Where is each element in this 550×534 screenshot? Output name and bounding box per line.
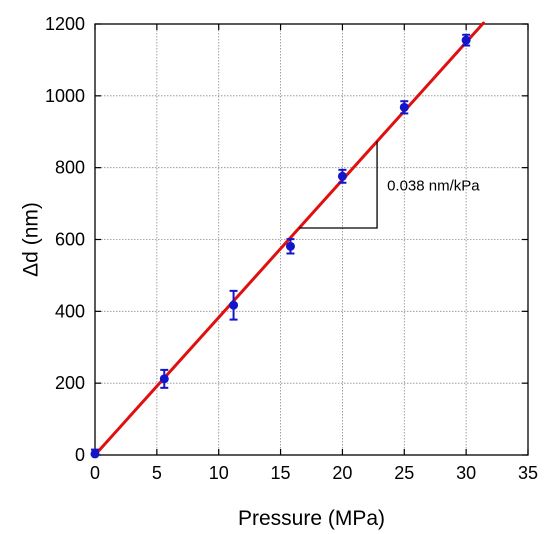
data-point bbox=[461, 33, 471, 47]
x-tick-label: 30 bbox=[456, 463, 476, 483]
point-marker bbox=[337, 171, 347, 181]
slope-triangle bbox=[299, 141, 378, 229]
data-points bbox=[90, 33, 471, 459]
data-point bbox=[90, 448, 100, 459]
data-point bbox=[399, 100, 409, 115]
point-marker bbox=[399, 102, 409, 112]
x-axis-label: Pressure (MPa) bbox=[238, 507, 385, 530]
x-tick-label: 15 bbox=[271, 463, 291, 483]
y-tick-label: 400 bbox=[55, 301, 85, 321]
y-axis-label: Δd (nm) bbox=[19, 202, 42, 277]
point-marker bbox=[159, 374, 169, 384]
data-point bbox=[229, 289, 239, 321]
y-tick-label: 200 bbox=[55, 373, 85, 393]
y-tick-label: 1000 bbox=[45, 86, 85, 106]
x-axis-ticks: 0 5 10 15 20 25 30 35 bbox=[90, 24, 538, 483]
y-tick-label: 800 bbox=[55, 158, 85, 178]
x-tick-label: 5 bbox=[152, 463, 162, 483]
grid bbox=[95, 24, 528, 455]
x-tick-label: 35 bbox=[518, 463, 538, 483]
data-point bbox=[337, 168, 347, 184]
x-tick-label: 20 bbox=[332, 463, 352, 483]
x-tick-label: 10 bbox=[209, 463, 229, 483]
data-point bbox=[285, 238, 295, 255]
slope-annotation: 0.038 nm/kPa bbox=[387, 178, 480, 195]
point-marker bbox=[229, 300, 239, 310]
x-tick-label: 0 bbox=[90, 463, 100, 483]
y-tick-label: 600 bbox=[55, 230, 85, 250]
y-axis-ticks: 0 200 400 600 800 1000 1200 bbox=[45, 14, 528, 465]
y-tick-label: 1200 bbox=[45, 14, 85, 34]
point-marker bbox=[285, 241, 295, 251]
data-point bbox=[159, 368, 169, 389]
y-tick-label: 0 bbox=[75, 445, 85, 465]
point-marker bbox=[90, 449, 100, 459]
x-tick-label: 25 bbox=[394, 463, 414, 483]
point-marker bbox=[461, 35, 471, 45]
